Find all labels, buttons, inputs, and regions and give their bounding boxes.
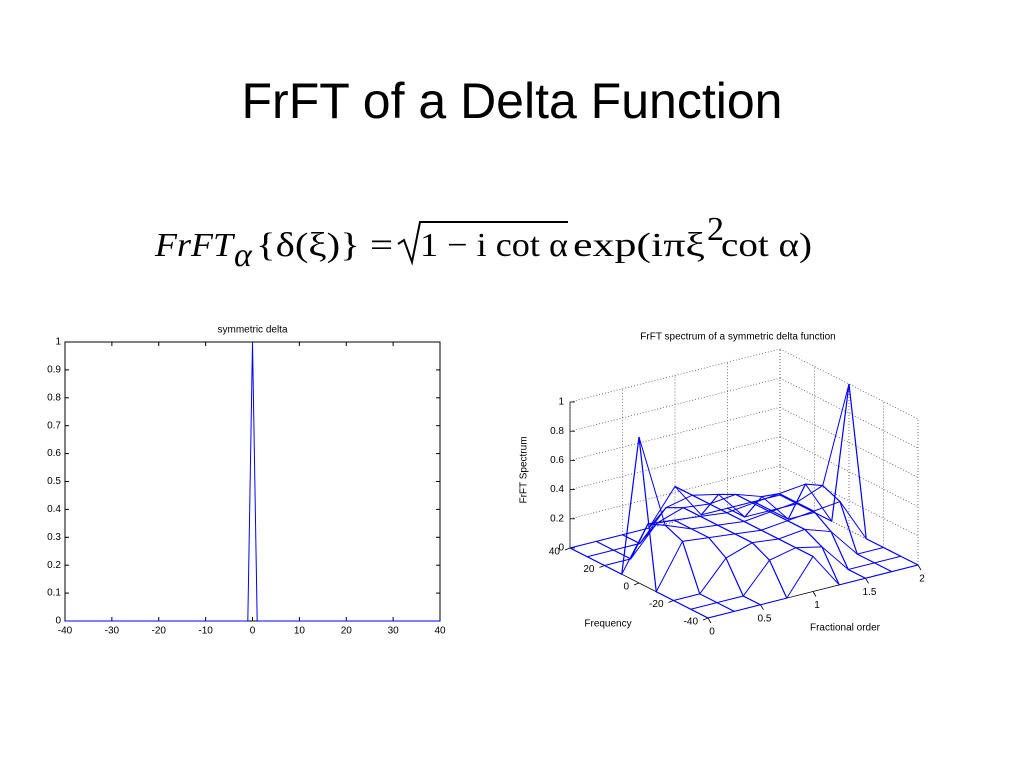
- formula-root: 1 − i cot α: [420, 227, 568, 264]
- grid-line: [779, 465, 919, 537]
- x-tick: [865, 578, 869, 584]
- z-tick-label: 1: [558, 397, 564, 408]
- y-tick: [599, 565, 605, 568]
- x-tick-label: -10: [198, 626, 213, 637]
- y-axis-label: Frequency: [584, 619, 631, 630]
- y-tick-label: 0.1: [47, 588, 61, 599]
- x-tick-label: -40: [58, 626, 73, 637]
- formula-arg: {δ(ξ)} =: [256, 227, 393, 264]
- chart-title: FrFT spectrum of a symmetric delta funct…: [640, 332, 835, 343]
- x-tick-label: 10: [294, 626, 306, 637]
- grid-line: [569, 348, 781, 403]
- y-tick: [668, 600, 674, 603]
- y-tick-label: 40: [549, 547, 561, 558]
- y-tick-label: 0.8: [47, 392, 61, 403]
- y-tick-label: -40: [684, 617, 699, 628]
- y-tick: [564, 547, 571, 551]
- surface-column: [655, 500, 867, 592]
- formula-lhs: FrFT: [154, 227, 235, 264]
- surface-column: [587, 493, 798, 558]
- surface-column: [690, 546, 901, 610]
- grid-line: [569, 465, 781, 520]
- x-tick-label: 0: [250, 626, 256, 637]
- surface-row: [753, 483, 893, 573]
- x-tick: [917, 564, 922, 571]
- surface-column: [673, 528, 884, 601]
- formula-tail: cot α): [721, 227, 812, 264]
- x-tick-label: 1.5: [863, 587, 877, 598]
- z-tick-label: 0.6: [550, 455, 564, 466]
- y-tick-label: 0.4: [47, 504, 61, 515]
- y-tick-label: 0.9: [47, 365, 61, 376]
- surface-column: [569, 485, 781, 549]
- x-tick-label: 20: [341, 626, 353, 637]
- y-tick: [633, 582, 640, 586]
- x-tick: [760, 604, 764, 610]
- formula-rhs: exp(iπξ: [573, 227, 705, 264]
- x-tick-label: 40: [434, 626, 446, 637]
- surface-column: [638, 383, 850, 530]
- y-tick-label: 0.7: [47, 420, 61, 431]
- x-tick-label: -20: [152, 626, 167, 637]
- y-tick: [702, 617, 709, 621]
- slide-title: FrFT of a Delta Function: [242, 73, 783, 129]
- x-tick-label: 1: [814, 600, 820, 611]
- y-tick-label: 20: [583, 564, 595, 575]
- radical: [397, 221, 568, 266]
- x-axis-label: Fractional order: [810, 623, 881, 634]
- y-tick-label: 0.3: [47, 532, 61, 543]
- surface-row: [779, 383, 919, 566]
- y-tick-label: 0.6: [47, 448, 61, 459]
- y-tick-label: 0.2: [47, 560, 61, 571]
- surface-column: [604, 493, 815, 566]
- x-tick-label: 0: [709, 627, 715, 638]
- x-tick: [707, 617, 712, 624]
- formula: FrFT α {δ(ξ)} = 1 − i cot α exp(iπξ 2 co…: [154, 211, 812, 274]
- x-tick-label: -30: [105, 626, 120, 637]
- z-tick-label: 0.2: [550, 513, 564, 524]
- y-tick-label: 0: [623, 582, 629, 593]
- surface-column: [707, 555, 919, 619]
- y-tick-label: 0: [55, 616, 61, 627]
- grid-line: [569, 436, 781, 490]
- z-axis-label: FrFT Spectrum: [519, 436, 530, 503]
- surface-row: [727, 492, 866, 579]
- x-tick-label: 2: [919, 574, 925, 585]
- x-tick: [812, 591, 817, 597]
- y-tick-label: 0.5: [47, 476, 61, 487]
- grid-line: [569, 377, 781, 432]
- z-tick-label: 0.8: [550, 426, 564, 437]
- formula-sup: 2: [707, 211, 724, 248]
- surface-column: [621, 483, 833, 575]
- x-tick-label: 0.5: [758, 613, 772, 624]
- plot-frame: [64, 341, 441, 622]
- y-tick-label: -20: [649, 599, 664, 610]
- z-tick-label: 0: [558, 543, 564, 554]
- z-tick-label: 0.4: [550, 484, 564, 495]
- chart-title: symmetric delta: [217, 325, 287, 336]
- y-tick-label: 1: [55, 337, 61, 348]
- x-tick-label: 30: [388, 626, 400, 637]
- formula-sub: α: [234, 237, 253, 274]
- data-line: [65, 341, 440, 622]
- surface-row: [569, 436, 709, 619]
